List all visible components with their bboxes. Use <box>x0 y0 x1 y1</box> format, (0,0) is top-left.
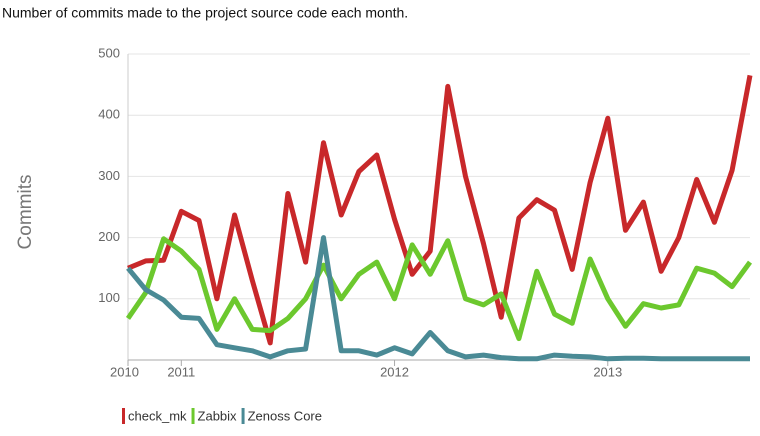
legend-label: Zenoss Core <box>248 408 322 423</box>
legend-swatch <box>241 408 245 424</box>
y-tick-label: 300 <box>98 168 120 183</box>
y-tick-label: 100 <box>98 290 120 305</box>
legend-swatch <box>191 408 195 424</box>
legend-label: Zabbix <box>198 408 238 423</box>
series-line <box>127 74 753 346</box>
series-line <box>125 236 753 342</box>
legend-label: check_mk <box>128 408 187 423</box>
y-axis-label: Commits <box>15 175 36 250</box>
chart-title: Number of commits made to the project so… <box>2 5 408 21</box>
series-line <box>126 235 750 362</box>
x-tick-label: 2011 <box>167 364 195 379</box>
y-tick-label: 200 <box>98 229 120 244</box>
x-tick-label: 2012 <box>380 364 409 379</box>
x-tick-label: 2013 <box>593 364 622 379</box>
y-tick-label: 400 <box>98 107 120 122</box>
legend-swatch <box>122 408 125 424</box>
y-tick-label: 500 <box>98 45 120 60</box>
x-tick-label: 2010 <box>110 364 139 379</box>
